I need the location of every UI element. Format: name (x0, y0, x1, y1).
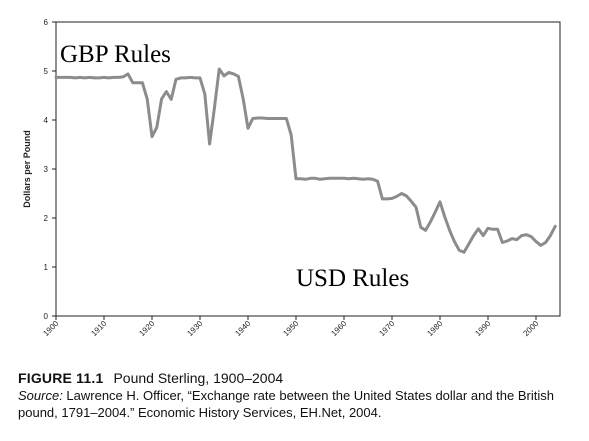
y-tick-label: 3 (44, 165, 49, 174)
y-axis-label: Dollars per Pound (22, 130, 32, 208)
x-tick-label: 2000 (521, 319, 540, 338)
pound-sterling-chart: 0 1 2 3 4 5 6 1900 1910 1920 1930 1940 1950 1960 1970… (22, 18, 561, 338)
figure-heading: FIGURE 11.1 Pound Sterling, 1900–2004 (18, 369, 578, 387)
x-tick-label: 1920 (137, 319, 156, 338)
series-line-dollars-per-pound (54, 67, 557, 254)
annotation-gbp-rules: GBP Rules (60, 41, 171, 68)
y-tick-label: 4 (44, 116, 49, 125)
x-tick-label: 1980 (425, 319, 444, 338)
figure-number: FIGURE 11.1 (18, 370, 104, 386)
x-tick-label: 1930 (185, 319, 204, 338)
x-tick-label: 1950 (281, 319, 300, 338)
x-tick-label: 1970 (377, 319, 396, 338)
source-text: Lawrence H. Officer, “Exchange rate betw… (18, 388, 554, 420)
source-label: Source: (18, 388, 63, 403)
y-tick-label: 5 (44, 67, 49, 76)
x-tick-label: 1910 (89, 319, 108, 338)
figure-title: Pound Sterling, 1900–2004 (113, 370, 284, 386)
y-axis-ticks: 0 1 2 3 4 5 6 (44, 18, 56, 321)
y-tick-label: 2 (44, 214, 49, 223)
x-tick-label: 1940 (233, 319, 252, 338)
figure-caption: FIGURE 11.1 Pound Sterling, 1900–2004 Sou… (18, 369, 578, 421)
x-axis-ticks: 1900 1910 1920 1930 1940 1950 1960 1970 1980 1990… (41, 316, 541, 338)
x-tick-label: 1960 (329, 319, 348, 338)
y-tick-label: 1 (44, 263, 49, 272)
figure-source: Source: Lawrence H. Officer, “Exchange r… (18, 387, 578, 421)
y-tick-label: 6 (44, 18, 49, 27)
x-tick-label: 1900 (41, 319, 60, 338)
x-tick-label: 1990 (473, 319, 492, 338)
y-tick-label: 0 (44, 312, 49, 321)
annotation-usd-rules: USD Rules (296, 265, 409, 292)
